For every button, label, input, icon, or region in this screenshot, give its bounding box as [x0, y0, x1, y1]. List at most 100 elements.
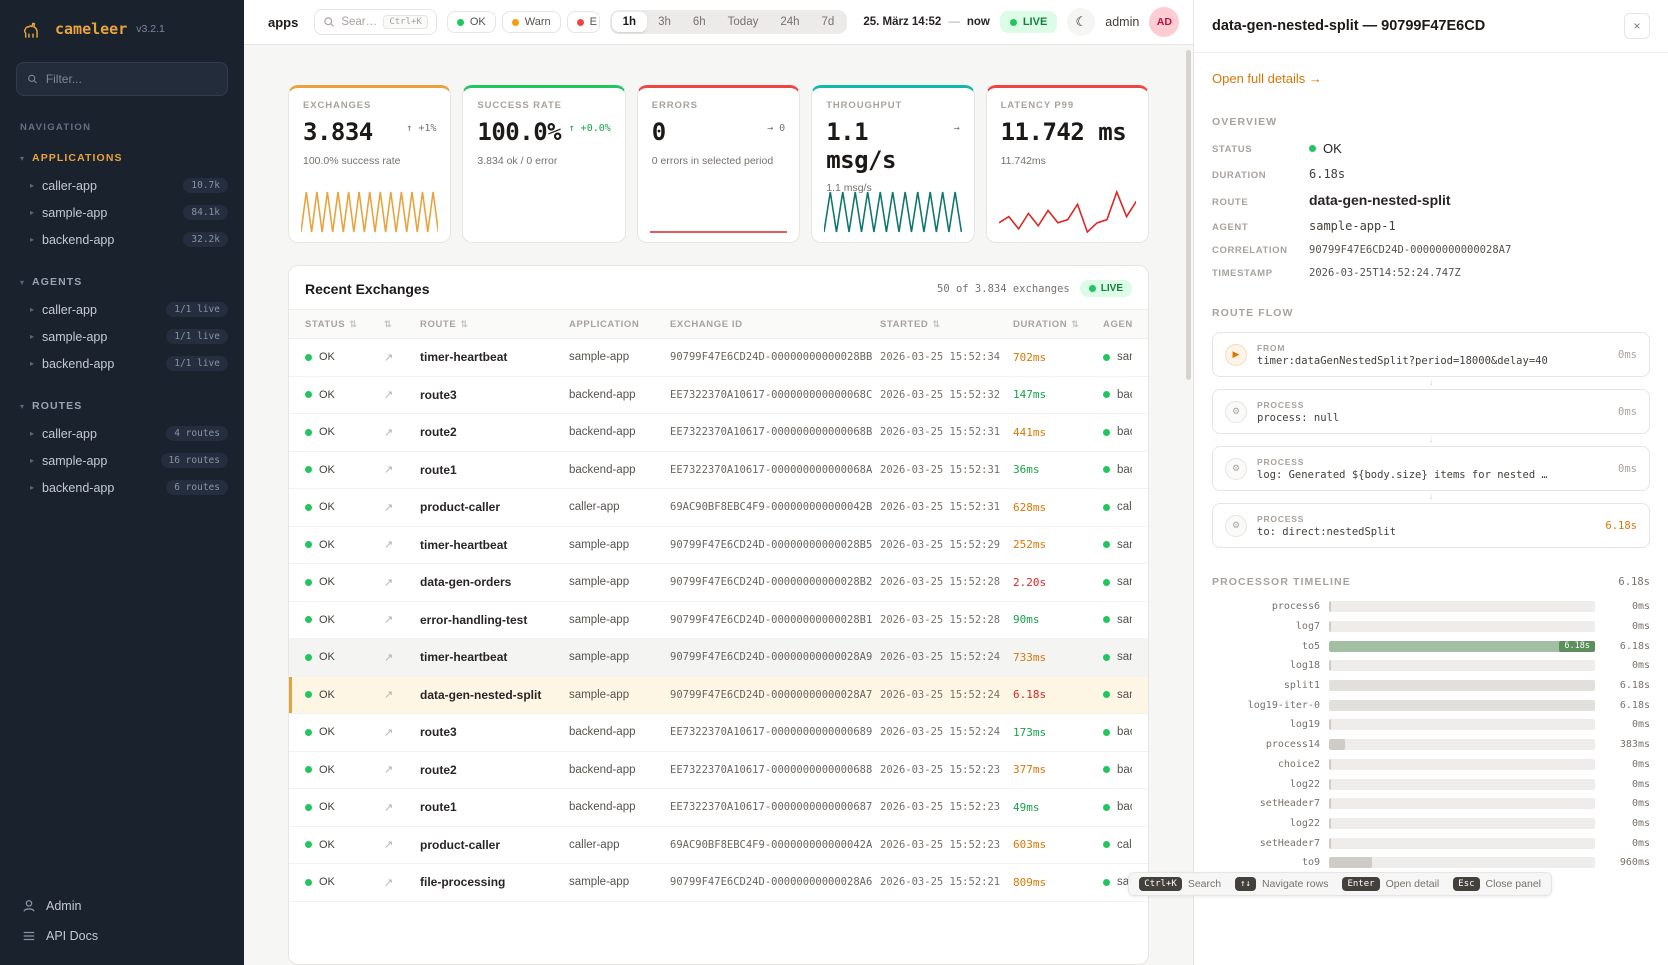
range-button[interactable]: 1h: [611, 12, 648, 32]
open-full-details-link[interactable]: Open full details →: [1212, 71, 1322, 86]
sidebar-item-route[interactable]: ▸ sample-app 16 routes: [0, 447, 244, 474]
range-button[interactable]: 24h: [769, 12, 810, 32]
filter-input[interactable]: [45, 72, 217, 86]
sidebar-item-application[interactable]: ▸ backend-app 32.2k: [0, 226, 244, 253]
table-row[interactable]: OK ↗ route2 backend-app EE7322370A10617-…: [289, 752, 1148, 789]
sidebar-item-route[interactable]: ▸ caller-app 4 routes: [0, 420, 244, 447]
col-duration[interactable]: DURATION ⇅: [1013, 318, 1080, 330]
col-route[interactable]: ROUTE ⇅: [420, 318, 469, 330]
main-content: EXCHANGES 3.834 ↑ +1% 100.0% success rat…: [244, 45, 1193, 965]
started-time: 2026-03-25 15:52:23: [880, 838, 1001, 851]
table-row[interactable]: OK ↗ product-caller caller-app 69AC90BF8…: [289, 489, 1148, 527]
nav-group-routes[interactable]: ▾ ROUTES: [20, 400, 83, 412]
table-row[interactable]: OK ↗ timer-heartbeat sample-app 90799F47…: [289, 639, 1148, 677]
open-trace-icon[interactable]: ↗: [384, 651, 394, 664]
route-flow-step[interactable]: ⚙ PROCESS to: direct:nestedSplit 6.18s: [1212, 503, 1650, 548]
sidebar-item-agent[interactable]: ▸ caller-app 1/1 live: [0, 296, 244, 323]
nav-group-applications[interactable]: ▾ APPLICATIONS: [20, 152, 123, 164]
table-row[interactable]: OK ↗ route2 backend-app EE7322370A10617-…: [289, 414, 1148, 452]
table-row[interactable]: OK ↗ route1 backend-app EE7322370A10617-…: [289, 789, 1148, 827]
table-row[interactable]: OK ↗ route3 backend-app EE7322370A10617-…: [289, 377, 1148, 414]
live-toggle[interactable]: LIVE: [999, 11, 1058, 33]
date-range[interactable]: 25. März 14:52 — now: [863, 16, 990, 28]
range-button[interactable]: 7d: [811, 12, 846, 32]
open-trace-icon[interactable]: ↗: [384, 801, 394, 814]
open-trace-icon[interactable]: ↗: [384, 501, 394, 514]
nav-group-agents[interactable]: ▾ AGENTS: [20, 276, 83, 288]
stat-subtext: 1.1 msg/s: [826, 182, 872, 195]
open-trace-icon[interactable]: ↗: [384, 726, 394, 739]
status-filter-chip[interactable]: E: [566, 11, 600, 33]
keyboard-hint: Enter Open detail: [1342, 877, 1439, 891]
range-button[interactable]: 6h: [682, 12, 717, 32]
open-trace-icon[interactable]: ↗: [384, 576, 394, 589]
open-trace-icon[interactable]: ↗: [384, 464, 394, 477]
started-time: 2026-03-25 15:52:29: [880, 538, 1001, 551]
col-exchange-id[interactable]: EXCHANGE ID: [670, 318, 743, 330]
col-status[interactable]: STATUS ⇅: [305, 318, 358, 330]
route-flow-step[interactable]: ▶ FROM timer:dataGenNestedSplit?period=1…: [1212, 332, 1650, 377]
open-trace-icon[interactable]: ↗: [384, 614, 394, 627]
timeline-row: choice2 0ms: [1277, 758, 1650, 770]
theme-toggle[interactable]: ☾: [1067, 8, 1096, 36]
search-input[interactable]: [341, 16, 378, 28]
timeline-row: process6 0ms: [1271, 601, 1650, 613]
sidebar-item-api-docs[interactable]: API Docs: [0, 921, 244, 951]
search-shortcut: Ctrl+K: [383, 15, 428, 29]
search-box[interactable]: Ctrl+K: [314, 9, 437, 35]
open-trace-icon[interactable]: ↗: [384, 876, 394, 889]
agent-dot: [1103, 803, 1110, 811]
count-badge: 10.7k: [183, 178, 228, 193]
open-trace-icon[interactable]: ↗: [384, 689, 394, 702]
timeline-track: [1329, 739, 1595, 751]
sidebar-filter[interactable]: [16, 62, 228, 96]
table-row[interactable]: OK ↗ timer-heartbeat sample-app 90799F47…: [289, 527, 1148, 564]
open-trace-icon[interactable]: ↗: [384, 539, 394, 552]
timeline-bar: [1329, 739, 1345, 751]
avatar[interactable]: AD: [1149, 7, 1180, 37]
sidebar-item-application[interactable]: ▸ caller-app 10.7k: [0, 172, 244, 199]
table-row[interactable]: OK ↗ data-gen-orders sample-app 90799F47…: [289, 564, 1148, 602]
col-started[interactable]: STARTED ⇅: [880, 318, 941, 330]
open-trace-icon[interactable]: ↗: [384, 764, 394, 777]
status-filter-chip[interactable]: Warn: [501, 11, 561, 33]
duration: 173ms: [1013, 725, 1047, 739]
agent-dot: [1103, 503, 1110, 511]
sidebar-item-agent[interactable]: ▸ backend-app 1/1 live: [0, 350, 244, 377]
open-trace-icon[interactable]: ↗: [384, 839, 394, 852]
table-row[interactable]: OK ↗ product-caller caller-app 69AC90BF8…: [289, 827, 1148, 864]
application-name: backend-app: [569, 801, 636, 814]
col-application[interactable]: APPLICATION: [569, 318, 640, 330]
sidebar-item-admin[interactable]: Admin: [0, 891, 244, 921]
duration: 147ms: [1013, 388, 1047, 402]
sidebar-item-application[interactable]: ▸ sample-app 84.1k: [0, 199, 244, 226]
range-button[interactable]: 3h: [647, 12, 682, 32]
caret-down-icon: ▾: [20, 153, 25, 163]
table-row[interactable]: OK ↗ file-processing sample-app 90799F47…: [289, 864, 1148, 902]
open-trace-icon[interactable]: ↗: [384, 351, 394, 364]
scrollbar-thumb[interactable]: [1186, 50, 1191, 380]
sidebar-item-route[interactable]: ▸ backend-app 6 routes: [0, 474, 244, 501]
col-agent[interactable]: AGENT: [1103, 318, 1132, 330]
route-name: product-caller: [420, 837, 501, 852]
status-filter-chip[interactable]: OK: [446, 11, 496, 33]
route-flow-step[interactable]: ⚙ PROCESS log: Generated ${body.size} it…: [1212, 446, 1650, 491]
sidebar-item-agent[interactable]: ▸ sample-app 1/1 live: [0, 323, 244, 350]
timeline-bar: [1329, 660, 1331, 672]
route-flow-step[interactable]: ⚙ PROCESS process: null 0ms: [1212, 389, 1650, 434]
started-time: 2026-03-25 15:52:34: [880, 351, 1001, 364]
range-button[interactable]: Today: [717, 12, 770, 32]
table-row[interactable]: OK ↗ timer-heartbeat sample-app 90799F47…: [289, 339, 1148, 377]
col-trace[interactable]: ⇅: [384, 319, 420, 330]
close-panel-button[interactable]: ×: [1624, 13, 1650, 39]
table-row[interactable]: OK ↗ error-handling-test sample-app 9079…: [289, 602, 1148, 639]
table-row[interactable]: OK ↗ route1 backend-app EE7322370A10617-…: [289, 452, 1148, 489]
open-trace-icon[interactable]: ↗: [384, 389, 394, 402]
table-row[interactable]: OK ↗ data-gen-nested-split sample-app 90…: [289, 676, 1148, 714]
timeline-row: log22 0ms: [1289, 817, 1650, 829]
application-name: sample-app: [569, 688, 630, 701]
open-trace-icon[interactable]: ↗: [384, 426, 394, 439]
agent-dot: [1103, 578, 1110, 586]
stat-card-throughput: THROUGHPUT 1.1 msg/s → 1.1 msg/s: [811, 85, 975, 243]
table-row[interactable]: OK ↗ route3 backend-app EE7322370A10617-…: [289, 714, 1148, 752]
